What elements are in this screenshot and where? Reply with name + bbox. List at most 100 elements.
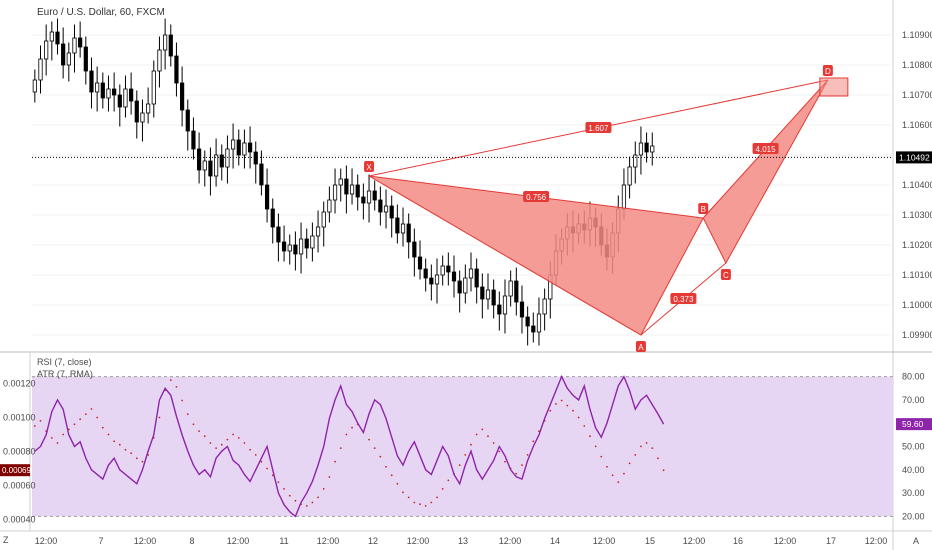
- atr-point: [243, 442, 246, 444]
- price-tick-label: 1.09900: [902, 330, 932, 340]
- atr-point: [651, 447, 654, 449]
- rsi-atr-panel: 80.0070.0060.0050.0040.0030.0020.000.001…: [0, 372, 932, 525]
- atr-point: [90, 408, 93, 410]
- atr-point: [532, 440, 535, 443]
- atr-point: [390, 474, 393, 477]
- atr-point: [96, 416, 99, 419]
- candle-body: [344, 178, 349, 195]
- atr-point: [645, 442, 648, 444]
- atr-point: [345, 433, 348, 436]
- pattern-point-label: A: [638, 343, 644, 352]
- rsi-last-value: 59.60: [902, 419, 924, 429]
- candle-body: [225, 148, 230, 168]
- candle-body: [627, 166, 632, 186]
- candle-body: [429, 277, 434, 285]
- rsi-last-tag: [896, 418, 932, 431]
- harmonic-pattern[interactable]: X A B C D 1.607 0.756 0.373 4.015: [364, 65, 849, 352]
- price-tick-label: 1.10100: [902, 270, 932, 280]
- atr-point: [181, 399, 184, 402]
- atr-point: [311, 501, 314, 504]
- atr-point: [589, 435, 591, 438]
- candle-body: [129, 88, 134, 102]
- time-tick-label: 12:00: [683, 536, 706, 546]
- atr-point: [339, 447, 342, 449]
- atr-point: [385, 465, 387, 468]
- atr-point: [407, 496, 410, 499]
- candle-body: [95, 82, 100, 93]
- atr-point: [107, 433, 110, 436]
- atr-point: [317, 496, 319, 499]
- atr-point: [572, 409, 574, 412]
- candle-body: [281, 241, 287, 252]
- rsi-tick-label: 40.00: [902, 465, 925, 475]
- atr-point: [640, 445, 642, 448]
- time-axis[interactable]: 12:00 7 12:00 8 12:00 11 12:00 12 12:00 13 12:00 14…: [35, 536, 919, 546]
- atr-point: [124, 448, 127, 451]
- candle-body: [463, 277, 468, 294]
- time-tick-label: 16: [733, 536, 743, 546]
- atr-point: [271, 474, 274, 477]
- atr-point: [526, 454, 529, 456]
- atr-point: [549, 409, 552, 412]
- candle-body: [542, 298, 547, 315]
- pattern-point-marker: [364, 161, 375, 172]
- pattern-ratio-label: 1.607: [588, 124, 609, 133]
- atr-point: [277, 481, 280, 483]
- candle-body: [480, 286, 485, 300]
- atr-point: [504, 460, 506, 463]
- atr-last-tag: [0, 464, 30, 477]
- pattern-point-label: X: [366, 163, 372, 172]
- candle-body: [366, 190, 372, 204]
- candle-body: [197, 148, 202, 171]
- atr-point: [470, 443, 472, 446]
- time-tick-label: 12:00: [593, 536, 616, 546]
- time-tick-label: 12:00: [317, 536, 340, 546]
- atr-tick-label: 0.00100: [3, 413, 36, 423]
- candle-body: [264, 184, 270, 210]
- atr-point: [555, 403, 557, 405]
- candle-body: [168, 34, 173, 57]
- candle-body: [242, 142, 247, 156]
- candle-body: [412, 241, 417, 258]
- atr-point: [101, 426, 104, 429]
- candle-body: [310, 235, 315, 249]
- rsi-legend: RSI (7, close): [37, 357, 92, 367]
- atr-tick-label: 0.00120: [3, 379, 36, 389]
- atr-point: [368, 438, 370, 441]
- rsi-line: [34, 374, 665, 518]
- candle-body: [621, 184, 627, 210]
- candle-body: [247, 142, 253, 153]
- pattern-ratio-box: [585, 122, 612, 133]
- atr-point: [577, 416, 580, 419]
- rsi-band: [32, 376, 893, 517]
- zoom-icon[interactable]: Z: [3, 535, 9, 545]
- candle-body: [78, 37, 83, 48]
- atr-point: [521, 464, 523, 466]
- candle-body: [508, 280, 513, 297]
- candle-body: [208, 160, 213, 177]
- last-price-tag: [896, 151, 932, 164]
- candle-body: [502, 295, 508, 315]
- price-tick-label: 1.10600: [902, 120, 932, 130]
- candle-body: [321, 211, 326, 228]
- candle-body: [140, 112, 145, 123]
- time-tick-label: 17: [826, 536, 836, 546]
- atr-point: [583, 425, 586, 427]
- atr-point: [481, 428, 484, 431]
- candle-body: [298, 238, 304, 255]
- candle-body: [304, 238, 309, 249]
- pattern-ratio-box: [523, 191, 550, 202]
- candle-body: [525, 316, 530, 327]
- price-tick-label: 1.10000: [902, 300, 932, 310]
- atr-point: [50, 437, 53, 439]
- candle-body: [72, 37, 77, 54]
- atr-point: [232, 433, 234, 436]
- candle-body: [44, 40, 49, 60]
- atr-point: [130, 452, 133, 455]
- pattern-ratio-box: [752, 143, 779, 154]
- candle-body: [213, 154, 219, 177]
- atr-point: [560, 399, 563, 402]
- atr-point: [198, 430, 201, 432]
